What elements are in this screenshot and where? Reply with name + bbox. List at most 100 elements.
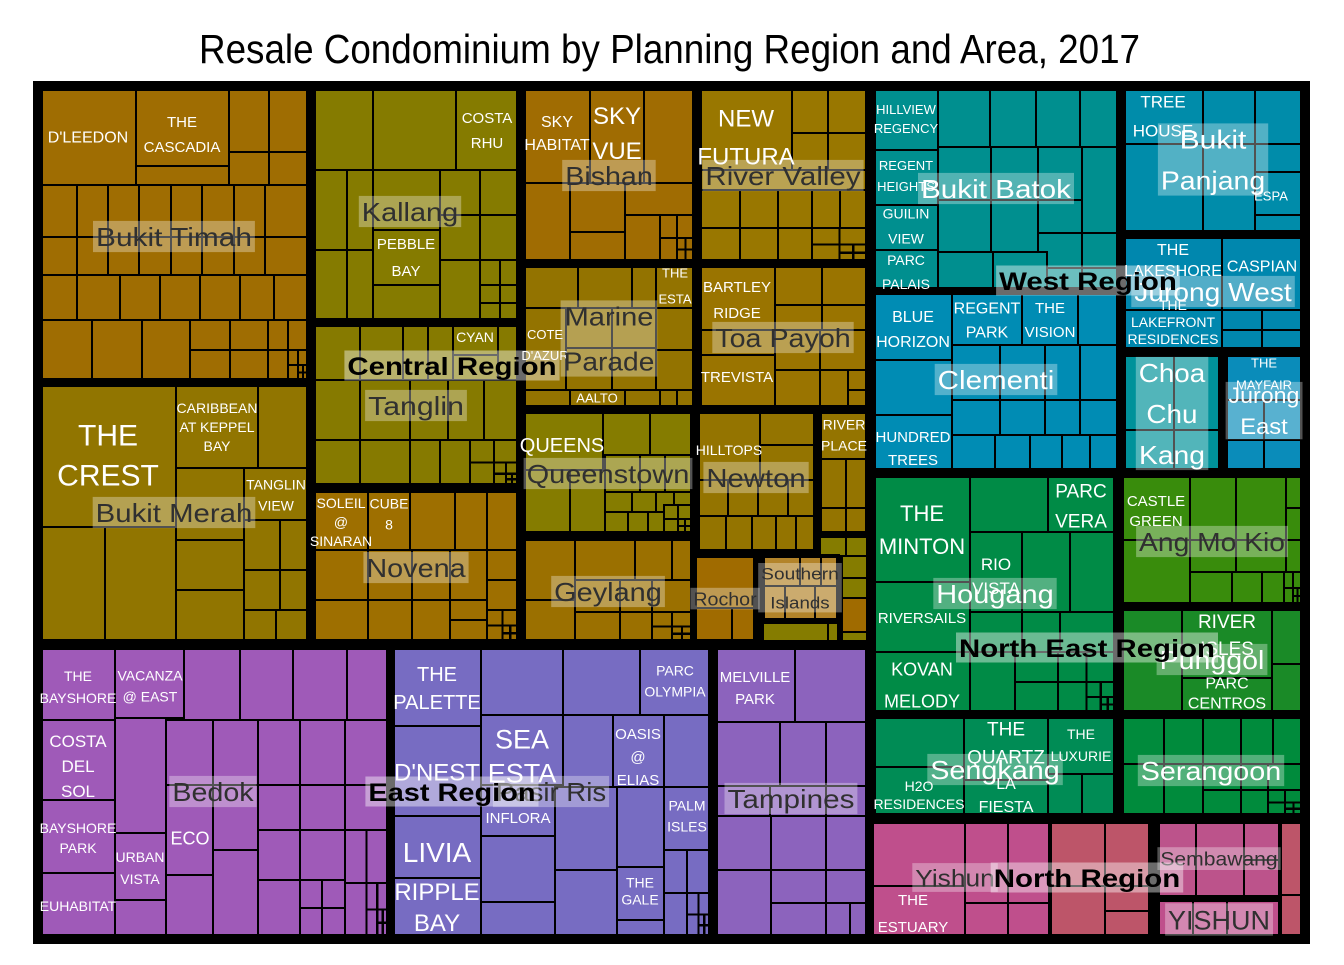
svg-text:THE: THE (626, 874, 654, 890)
svg-text:COTE: COTE (527, 327, 563, 342)
svg-text:Marine: Marine (565, 302, 654, 332)
svg-text:AALTO: AALTO (576, 391, 617, 406)
svg-text:SKY: SKY (593, 103, 641, 130)
svg-text:@: @ (630, 749, 645, 766)
svg-text:NEW: NEW (718, 105, 774, 132)
svg-text:HILLVIEW: HILLVIEW (876, 102, 936, 117)
svg-text:Central Region: Central Region (347, 353, 556, 381)
svg-text:PARC: PARC (887, 252, 925, 268)
svg-text:RHU: RHU (471, 135, 504, 152)
svg-text:Sembawang: Sembawang (1160, 850, 1277, 871)
svg-text:PEBBLE: PEBBLE (377, 236, 435, 253)
svg-text:PALETTE: PALETTE (393, 692, 480, 714)
svg-text:THE: THE (898, 892, 928, 909)
svg-text:@: @ (334, 514, 348, 530)
svg-text:VISTA: VISTA (120, 871, 160, 887)
svg-text:Kang: Kang (1139, 440, 1205, 470)
svg-text:TREES: TREES (888, 452, 938, 469)
svg-text:THE: THE (1251, 356, 1277, 371)
svg-text:H2O: H2O (905, 778, 934, 794)
svg-text:THE: THE (987, 720, 1025, 741)
svg-text:THE: THE (167, 114, 197, 131)
svg-text:PALM: PALM (668, 797, 705, 813)
svg-text:THE: THE (662, 266, 688, 281)
svg-text:RIDGE: RIDGE (713, 305, 761, 322)
svg-text:VIEW: VIEW (888, 230, 925, 246)
svg-text:CREST: CREST (57, 460, 159, 493)
svg-text:D'LEEDON: D'LEEDON (48, 130, 128, 147)
svg-text:TREVISTA: TREVISTA (701, 369, 773, 386)
svg-text:LA: LA (996, 776, 1016, 793)
svg-text:MELVILLE: MELVILLE (720, 669, 791, 686)
svg-text:RIVERSAILS: RIVERSAILS (878, 610, 966, 627)
svg-text:Resale Condominium by Planning: Resale Condominium by Planning Region an… (199, 26, 1140, 72)
svg-text:LUXURIE: LUXURIE (1051, 748, 1112, 764)
svg-text:Kallang: Kallang (362, 197, 458, 227)
svg-text:HOUSE: HOUSE (1133, 121, 1193, 140)
svg-text:FUTURA: FUTURA (697, 143, 794, 170)
svg-text:Jurong: Jurong (1229, 383, 1300, 408)
svg-text:Choa: Choa (1139, 358, 1206, 388)
svg-text:HORIZON: HORIZON (876, 334, 950, 351)
svg-text:CENTROS: CENTROS (1188, 696, 1266, 713)
svg-text:SEA: SEA (495, 725, 549, 755)
svg-text:MAYFAIR: MAYFAIR (1236, 378, 1292, 393)
svg-text:Tanglin: Tanglin (368, 391, 464, 421)
svg-text:ESTA: ESTA (488, 759, 557, 789)
svg-text:VISTA: VISTA (972, 579, 1021, 598)
svg-text:THE: THE (78, 420, 138, 453)
svg-text:PARK: PARK (735, 691, 775, 708)
svg-text:CASPIAN: CASPIAN (1227, 259, 1297, 276)
svg-text:THE: THE (900, 501, 944, 526)
svg-text:Jurong West: Jurong West (1134, 277, 1292, 307)
svg-text:RESIDENCES: RESIDENCES (1127, 331, 1218, 347)
svg-text:Bukit Batok: Bukit Batok (921, 174, 1072, 204)
svg-text:CYAN: CYAN (456, 329, 494, 345)
svg-text:Serangoon: Serangoon (1141, 756, 1281, 786)
svg-text:North Region: North Region (994, 865, 1181, 893)
svg-text:CASCADIA: CASCADIA (144, 139, 221, 156)
svg-text:Chu: Chu (1146, 399, 1197, 429)
svg-text:RIVER: RIVER (823, 416, 866, 432)
svg-text:ESPA: ESPA (1254, 189, 1288, 204)
svg-text:Bukit: Bukit (1180, 125, 1248, 155)
svg-text:Yishun: Yishun (915, 865, 995, 892)
svg-text:EUHABITAT: EUHABITAT (40, 898, 117, 914)
svg-text:SKY: SKY (541, 114, 573, 131)
svg-text:ISLES: ISLES (1200, 639, 1254, 660)
svg-text:THE: THE (64, 668, 92, 684)
svg-text:Novena: Novena (366, 553, 466, 583)
svg-text:Queenstown: Queenstown (527, 459, 690, 489)
svg-text:ISLES: ISLES (667, 818, 707, 834)
svg-text:QUARTZ: QUARTZ (967, 748, 1045, 769)
svg-text:FIESTA: FIESTA (979, 799, 1034, 816)
svg-text:MINTON: MINTON (879, 534, 965, 559)
svg-text:Hougang: Hougang (936, 579, 1053, 609)
svg-text:SINARAN: SINARAN (310, 533, 372, 549)
svg-text:RIPPLE: RIPPLE (394, 879, 479, 906)
svg-text:@ EAST: @ EAST (123, 688, 178, 704)
svg-text:VUE: VUE (592, 138, 641, 165)
svg-text:8: 8 (385, 516, 393, 532)
svg-text:Pasir Ris: Pasir Ris (496, 777, 606, 807)
svg-text:LIVIA: LIVIA (403, 837, 472, 868)
svg-text:ECO: ECO (170, 828, 209, 848)
svg-text:CASTLE: CASTLE (1127, 493, 1185, 510)
svg-text:TANGLIN: TANGLIN (246, 476, 306, 492)
svg-text:HEIGHTS: HEIGHTS (877, 179, 935, 194)
svg-text:LAKESHORE: LAKESHORE (1124, 263, 1222, 280)
svg-text:BAYSHORE: BAYSHORE (40, 820, 117, 836)
svg-text:VIEW: VIEW (258, 497, 295, 513)
svg-text:BAYSHORE: BAYSHORE (40, 690, 117, 706)
svg-text:BAY: BAY (414, 910, 460, 937)
svg-text:Panjang: Panjang (1161, 166, 1265, 196)
svg-text:D'NEST: D'NEST (394, 759, 480, 786)
svg-text:AT KEPPEL: AT KEPPEL (180, 419, 255, 435)
svg-text:THE: THE (1035, 300, 1065, 317)
svg-text:Ang Mo Kio: Ang Mo Kio (1139, 527, 1285, 557)
svg-text:Bukit Timah: Bukit Timah (96, 222, 252, 252)
svg-text:RIVER: RIVER (1198, 612, 1256, 633)
svg-text:BLUE: BLUE (892, 309, 934, 326)
svg-text:PLACE: PLACE (821, 437, 867, 453)
svg-text:THE: THE (1067, 726, 1095, 742)
